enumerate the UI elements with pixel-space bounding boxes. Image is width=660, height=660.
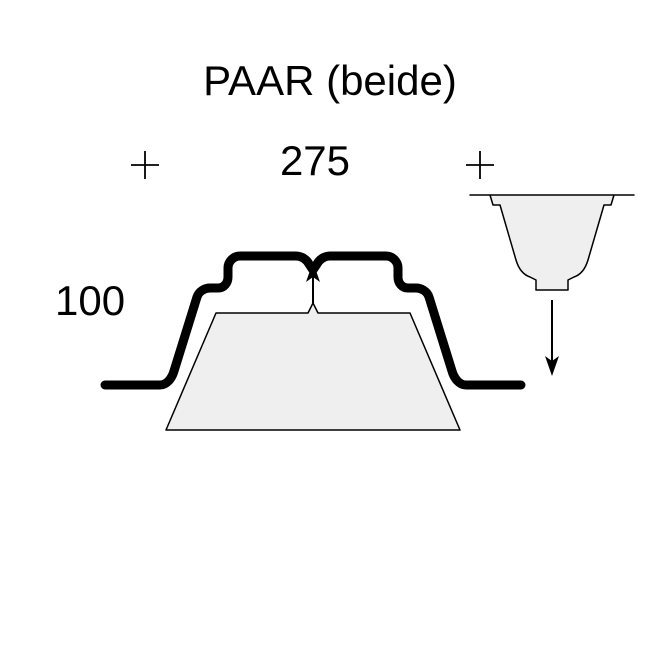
cross-marker-right [466, 151, 494, 179]
top-right-silhouette [470, 195, 634, 290]
title-text: PAAR (beide) [203, 57, 457, 104]
bottom-silhouette [166, 303, 460, 430]
profile-diagram: PAAR (beide) 275 100 [0, 0, 660, 660]
width-dimension: 275 [280, 137, 350, 184]
cross-marker-left [131, 151, 159, 179]
height-dimension: 100 [55, 277, 125, 324]
